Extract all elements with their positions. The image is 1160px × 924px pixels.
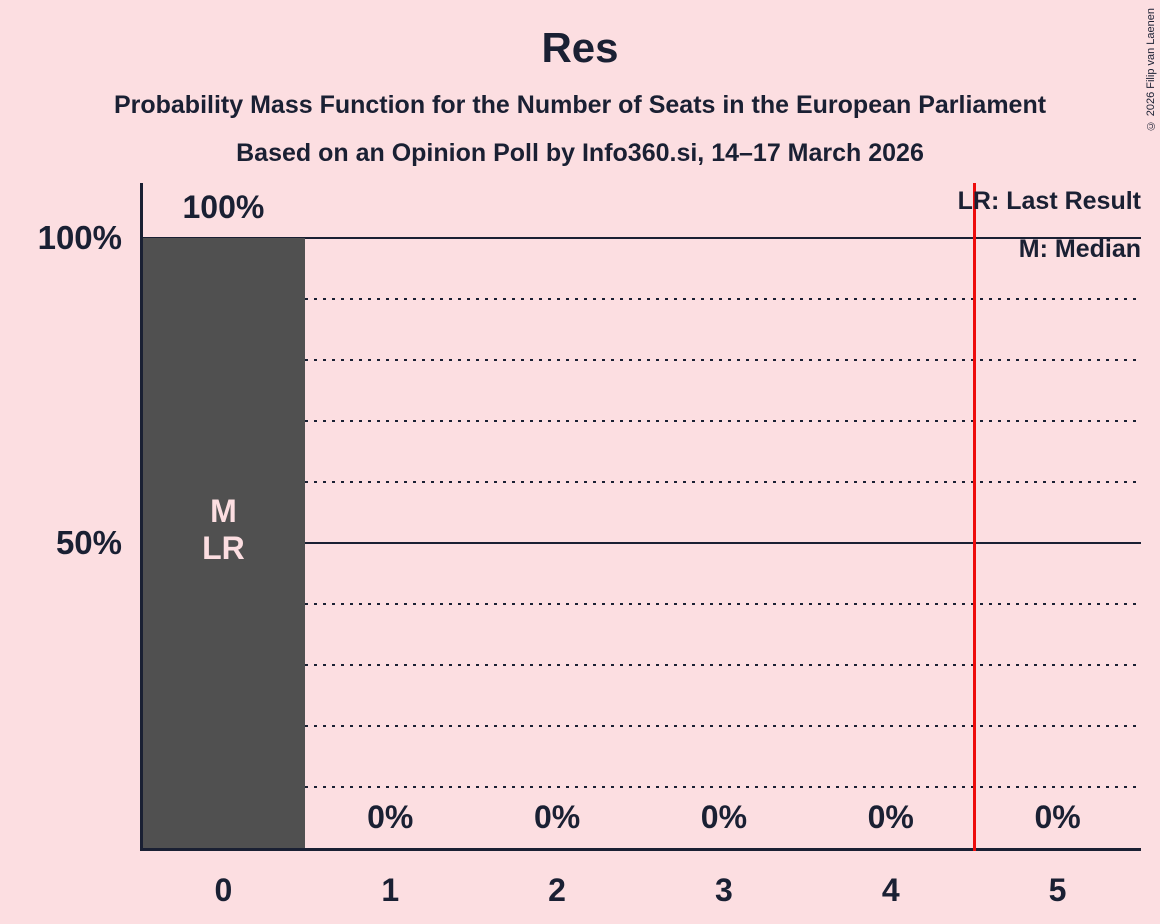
- annotation-line: LR: [202, 530, 245, 566]
- x-tick-label-1: 1: [381, 872, 400, 908]
- copyright-notice: © 2026 Filip van Laenen: [1145, 8, 1157, 132]
- median-lastresult-annotation: M LR: [140, 493, 307, 567]
- poll-info: Based on an Opinion Poll by Info360.si, …: [236, 139, 924, 167]
- bar-value-label: 100%: [182, 189, 265, 225]
- bar-seats-0: [142, 238, 305, 848]
- x-tick-label-3: 3: [715, 872, 733, 908]
- x-tick-label-0: 0: [214, 872, 233, 908]
- x-tick-label-2: 2: [548, 872, 566, 908]
- gridline-dotted-10: [143, 786, 1141, 788]
- x-axis-line: [140, 848, 1141, 851]
- gridline-solid-50: [143, 542, 1141, 544]
- gridline-dotted-90: [143, 298, 1141, 300]
- bar-value-label: 0%: [367, 799, 414, 835]
- gridline-solid-100: [143, 237, 1141, 239]
- annotation-line: M: [210, 493, 237, 529]
- majority-threshold-line: [972, 183, 976, 851]
- gridline-dotted-40: [143, 603, 1141, 605]
- chart-title: Res: [541, 24, 619, 71]
- gridline-dotted-70: [143, 420, 1141, 422]
- bar-value-label: 0%: [867, 799, 914, 835]
- gridline-dotted-80: [143, 359, 1141, 361]
- bar-value-label: 0%: [533, 799, 581, 835]
- x-tick-label-5: 5: [1048, 872, 1067, 908]
- y-tick-label-100: 100%: [37, 219, 122, 256]
- legend-median: M: Median: [1018, 235, 1141, 263]
- gridline-dotted-30: [143, 664, 1141, 666]
- bar-value-label: 0%: [700, 799, 748, 835]
- legend-last-result: LR: Last Result: [957, 187, 1141, 215]
- x-tick-label-4: 4: [881, 872, 900, 908]
- gridline-dotted-60: [143, 481, 1141, 483]
- bar-value-label: 0%: [1034, 799, 1081, 835]
- y-tick-label-50: 50%: [55, 524, 122, 561]
- gridline-dotted-20: [143, 725, 1141, 727]
- y-axis-line: [140, 183, 143, 851]
- chart-subtitle: Probability Mass Function for the Number…: [113, 91, 1047, 119]
